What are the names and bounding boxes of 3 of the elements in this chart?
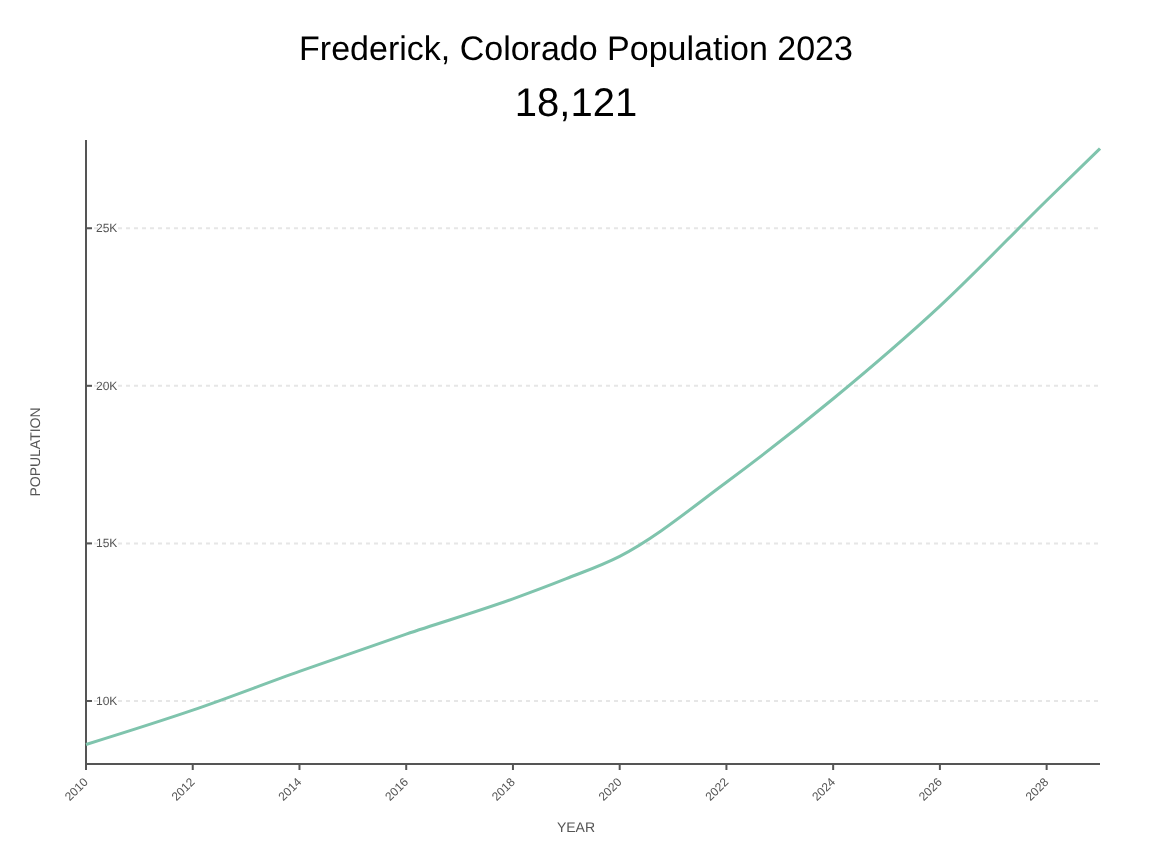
line-series	[84, 147, 1102, 746]
chart-subtitle: 18,121	[514, 82, 638, 126]
chart-title: Frederick, Colorado Population 2023	[299, 30, 853, 68]
